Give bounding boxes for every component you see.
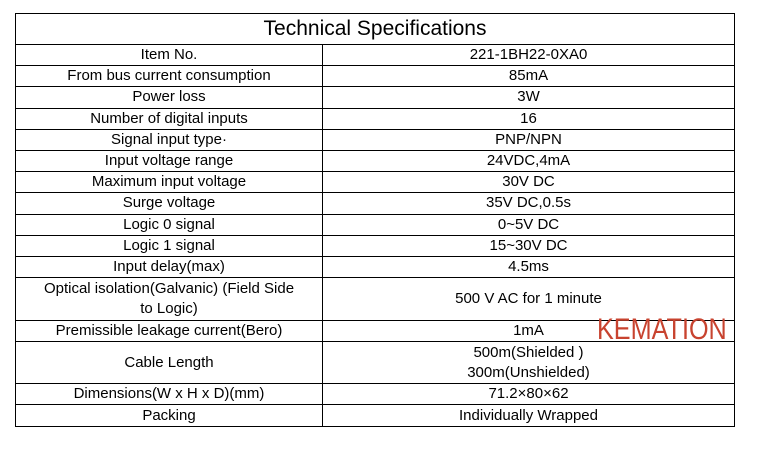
cell-line: Premissible leakage current(Bero) <box>55 321 283 339</box>
cell-line: Maximum input voltage <box>91 173 247 191</box>
spec-row: Item No. 221-1BH22-0XA0 <box>15 43 736 67</box>
cell-line: Power loss <box>132 88 206 106</box>
table-title: Technical Specifications <box>14 13 736 45</box>
cell-line: Dimensions(W x H x D)(mm) <box>73 385 265 403</box>
spec-value: 71.2×80×62 <box>321 383 736 406</box>
cell-line: 85mA <box>508 67 549 85</box>
spec-label: Optical isolation(Galvanic) (Field Side t… <box>15 277 323 321</box>
spec-row: Packing Individually Wrapped <box>15 404 736 427</box>
cell-line: 4.5ms <box>508 257 549 275</box>
cell-line: 71.2×80×62 <box>488 385 569 403</box>
cell-line: 0~5V DC <box>497 215 560 233</box>
spec-row: Logic 1 signal 15~30V DC <box>15 234 736 257</box>
spec-value: 15~30V DC <box>321 234 736 257</box>
cell-line: From bus current consumption <box>67 67 271 85</box>
spec-label: Logic 0 signal <box>15 213 323 236</box>
spec-value: 35V DC,0.5s <box>321 192 736 215</box>
spec-value: 85mA <box>321 65 736 88</box>
cell-line: 221-1BH22-0XA0 <box>469 46 588 64</box>
spec-row: Surge voltage 35V DC,0.5s <box>15 192 736 215</box>
cell-line: 16 <box>520 109 537 127</box>
spec-label: Logic 1 signal <box>15 234 323 257</box>
spec-row: From bus current consumption 85mA <box>15 65 736 88</box>
cell-line: 1mA <box>513 321 544 339</box>
spec-table: Technical Specifications Item No. 221-1BH… <box>14 13 736 427</box>
cell-line: Number of digital inputs <box>90 109 248 127</box>
cell-line: 3W <box>517 88 540 106</box>
cell-line: Surge voltage <box>122 194 216 212</box>
spec-label: Number of digital inputs <box>15 107 323 130</box>
spec-value: 16 <box>321 107 736 130</box>
spec-row: Cable Length 500m(Shielded ) 300m(Unshield… <box>15 340 736 385</box>
cell-line: 500m(Shielded ) <box>473 343 584 361</box>
spec-row: Dimensions(W x H x D)(mm) 71.2×80×62 <box>15 383 736 406</box>
spec-label: Item No. <box>15 43 323 67</box>
cell-line: 500 V AC for 1 minute <box>455 289 602 307</box>
title-row: Technical Specifications <box>14 13 736 45</box>
spec-value: PNP/NPN <box>321 128 736 151</box>
cell-line: Input delay(max) <box>113 257 225 275</box>
spec-label: Surge voltage <box>15 192 323 215</box>
spec-label: Input delay(max) <box>15 255 323 279</box>
spec-label: Premissible leakage current(Bero) <box>15 319 323 342</box>
cell-line: Logic 0 signal <box>123 215 215 233</box>
cell-line: 30V DC <box>502 173 555 191</box>
cell-line: 35V DC,0.5s <box>485 194 572 212</box>
spec-value: 500 V AC for 1 minute <box>321 277 736 321</box>
spec-label: Maximum input voltage <box>15 171 323 194</box>
spec-value: 0~5V DC <box>321 213 736 236</box>
cell-line: 15~30V DC <box>489 236 568 254</box>
spec-label: Cable Length <box>15 340 323 385</box>
spec-row: Input delay(max) 4.5ms <box>15 255 736 279</box>
spec-value: 3W <box>321 86 736 109</box>
spec-value: 4.5ms <box>321 255 736 279</box>
cell-line: Individually Wrapped <box>459 406 598 424</box>
spec-label: From bus current consumption <box>15 65 323 88</box>
cell-line: Signal input type· <box>111 130 227 148</box>
cell-line: Logic 1 signal <box>123 236 215 254</box>
spec-row: Premissible leakage current(Bero) 1mA <box>15 319 736 342</box>
spec-row: Input voltage range 24VDC,4mA <box>15 149 736 173</box>
cell-line: PNP/NPN <box>495 130 562 148</box>
spec-value: Individually Wrapped <box>321 404 736 427</box>
spec-value: 500m(Shielded ) 300m(Unshielded) <box>321 340 736 385</box>
spec-label: Packing <box>15 404 323 427</box>
spec-value: 30V DC <box>321 171 736 194</box>
spec-value: 24VDC,4mA <box>321 149 736 173</box>
cell-line: Input voltage range <box>104 152 234 170</box>
spec-row: Maximum input voltage 30V DC <box>15 171 736 194</box>
cell-line: 300m(Unshielded) <box>467 363 590 381</box>
spec-row: Logic 0 signal 0~5V DC <box>15 213 736 236</box>
cell-line: Item No. <box>140 46 198 64</box>
spec-label: Dimensions(W x H x D)(mm) <box>15 383 323 406</box>
spec-row: Number of digital inputs 16 <box>15 107 736 130</box>
spec-row: Power loss 3W <box>15 86 736 109</box>
spec-row: Optical isolation(Galvanic) (Field Side t… <box>15 277 736 321</box>
cell-line: Cable Length <box>124 353 214 371</box>
spec-label: Signal input type· <box>15 128 323 151</box>
watermark: KEMATION <box>597 313 727 346</box>
spec-value: 1mA <box>321 319 736 342</box>
cell-line: 24VDC,4mA <box>486 152 571 170</box>
spec-row: Signal input type· PNP/NPN <box>15 128 736 151</box>
spec-value: 221-1BH22-0XA0 <box>321 43 736 67</box>
spec-label: Input voltage range <box>15 149 323 173</box>
cell-line: Packing <box>142 406 196 424</box>
spec-label: Power loss <box>15 86 323 109</box>
cell-line: to Logic) <box>140 299 198 317</box>
cell-line: Optical isolation(Galvanic) (Field Side <box>43 279 295 297</box>
